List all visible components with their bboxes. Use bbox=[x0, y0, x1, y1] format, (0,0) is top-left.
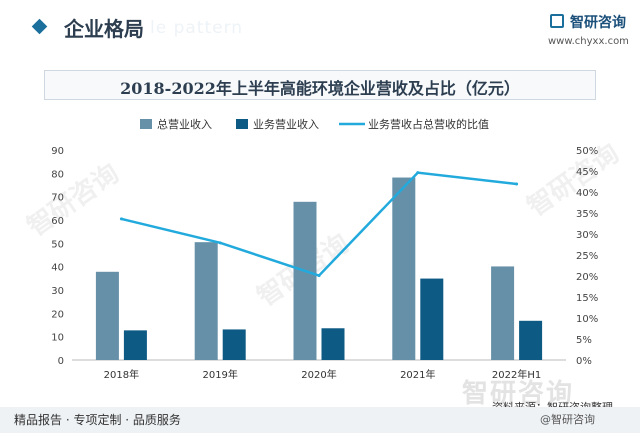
y-right-tick-label: 25% bbox=[576, 251, 598, 262]
footer-credit: @智研咨询 bbox=[540, 413, 595, 426]
x-tick-label: 2021年 bbox=[400, 368, 435, 381]
chart-title-box: 2018-2022年上半年高能环境企业营收及占比（亿元） bbox=[44, 70, 596, 100]
y-left-tick-label: 10 bbox=[51, 333, 64, 344]
chart-title: 2018-2022年上半年高能环境企业营收及占比（亿元） bbox=[120, 79, 520, 98]
bar-business-revenue bbox=[321, 328, 345, 360]
header-bar: le pattern 企业格局 智研咨询 www.chyxx.com bbox=[0, 0, 640, 56]
ratio-point bbox=[218, 241, 222, 245]
legend-swatch bbox=[140, 119, 152, 129]
source-logo-watermark: 智研咨询 bbox=[462, 379, 575, 409]
bar-total-revenue bbox=[95, 271, 119, 360]
logo-url: www.chyxx.com bbox=[548, 36, 629, 47]
section-title: 企业格局 bbox=[64, 17, 144, 41]
legend-label: 业务营收占总营收的比值 bbox=[368, 117, 489, 131]
y-left-tick-label: 0 bbox=[58, 356, 64, 367]
y-left-tick-label: 30 bbox=[51, 286, 64, 297]
y-right-tick-label: 50% bbox=[576, 146, 598, 157]
y-right-tick-label: 10% bbox=[576, 314, 598, 325]
y-left-tick-label: 40 bbox=[51, 263, 64, 274]
bar-business-revenue bbox=[222, 329, 246, 360]
bar-total-revenue bbox=[392, 177, 416, 360]
x-tick-label: 2020年 bbox=[301, 368, 336, 381]
footer-bar bbox=[0, 407, 640, 433]
y-left-tick-label: 20 bbox=[51, 309, 64, 320]
x-tick-label: 2022年H1 bbox=[492, 368, 541, 381]
y-left-tick-label: 70 bbox=[51, 193, 64, 204]
y-right-tick-label: 20% bbox=[576, 272, 598, 283]
y-right-tick-label: 0% bbox=[576, 356, 592, 367]
bar-business-revenue bbox=[420, 278, 444, 360]
y-right-tick-label: 5% bbox=[576, 335, 592, 346]
ratio-point bbox=[119, 217, 123, 221]
ratio-point bbox=[317, 274, 321, 278]
footer-text: 精品报告 · 专项定制 · 品质服务 bbox=[14, 413, 181, 427]
legend-label: 总营业收入 bbox=[157, 117, 212, 131]
bar-total-revenue bbox=[491, 266, 515, 360]
logo-icon bbox=[550, 14, 564, 28]
y-right-tick-label: 45% bbox=[576, 167, 598, 178]
bar-business-revenue bbox=[519, 320, 543, 360]
bar-business-revenue bbox=[123, 330, 147, 360]
y-left-tick-label: 60 bbox=[51, 216, 64, 227]
bar-total-revenue bbox=[194, 242, 218, 360]
legend-swatch bbox=[236, 119, 248, 129]
ratio-point bbox=[416, 171, 420, 175]
y-right-tick-label: 30% bbox=[576, 230, 598, 241]
y-left-tick-label: 50 bbox=[51, 239, 64, 250]
x-tick-label: 2019年 bbox=[202, 368, 237, 381]
bar-total-revenue bbox=[293, 201, 317, 360]
ratio-line bbox=[121, 171, 517, 278]
y-right-tick-label: 35% bbox=[576, 209, 598, 220]
legend-label: 业务营业收入 bbox=[253, 117, 319, 131]
header-ghost-text: le pattern bbox=[150, 18, 244, 38]
y-left-tick-label: 80 bbox=[51, 169, 64, 180]
ratio-point bbox=[515, 182, 519, 186]
y-left-tick-label: 90 bbox=[51, 146, 64, 157]
x-tick-label: 2018年 bbox=[104, 368, 139, 381]
y-right-tick-label: 40% bbox=[576, 188, 598, 199]
logo-name: 智研咨询 bbox=[570, 15, 626, 31]
y-right-tick-label: 15% bbox=[576, 293, 598, 304]
